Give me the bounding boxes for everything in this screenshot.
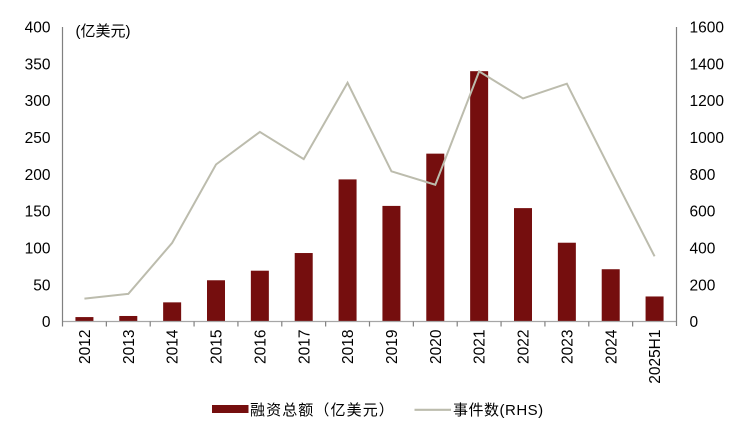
svg-text:800: 800 [690, 167, 716, 184]
svg-text:400: 400 [690, 240, 716, 257]
svg-text:2018: 2018 [340, 330, 357, 364]
svg-text:600: 600 [690, 204, 716, 221]
svg-text:2013: 2013 [121, 330, 138, 364]
svg-text:2023: 2023 [559, 330, 576, 364]
svg-text:200: 200 [25, 167, 51, 184]
svg-text:融资总额（亿美元）: 融资总额（亿美元） [250, 402, 395, 419]
svg-text:1200: 1200 [690, 93, 725, 110]
svg-text:2021: 2021 [472, 330, 489, 364]
svg-text:2012: 2012 [77, 330, 94, 364]
svg-text:2025H1: 2025H1 [647, 330, 664, 384]
svg-text:2017: 2017 [296, 330, 313, 364]
svg-text:2024: 2024 [603, 329, 620, 364]
svg-text:2015: 2015 [209, 330, 226, 364]
svg-text:300: 300 [25, 93, 51, 110]
svg-text:1400: 1400 [690, 56, 725, 73]
svg-text:2014: 2014 [165, 329, 182, 364]
svg-text:1000: 1000 [690, 130, 725, 147]
svg-text:150: 150 [25, 204, 51, 221]
svg-text:2022: 2022 [516, 330, 533, 364]
svg-text:400: 400 [25, 20, 51, 37]
svg-text:2020: 2020 [428, 329, 445, 364]
svg-text:(亿美元): (亿美元) [76, 23, 131, 40]
svg-text:100: 100 [25, 240, 51, 257]
svg-text:1600: 1600 [690, 20, 725, 37]
svg-text:2016: 2016 [252, 330, 269, 364]
svg-text:0: 0 [42, 314, 51, 331]
svg-text:50: 50 [33, 277, 51, 294]
svg-text:2019: 2019 [384, 330, 401, 364]
svg-text:0: 0 [690, 314, 699, 331]
svg-text:250: 250 [25, 130, 51, 147]
svg-text:200: 200 [690, 277, 716, 294]
svg-text:350: 350 [25, 56, 51, 73]
svg-text:事件数(RHS): 事件数(RHS) [453, 402, 544, 419]
